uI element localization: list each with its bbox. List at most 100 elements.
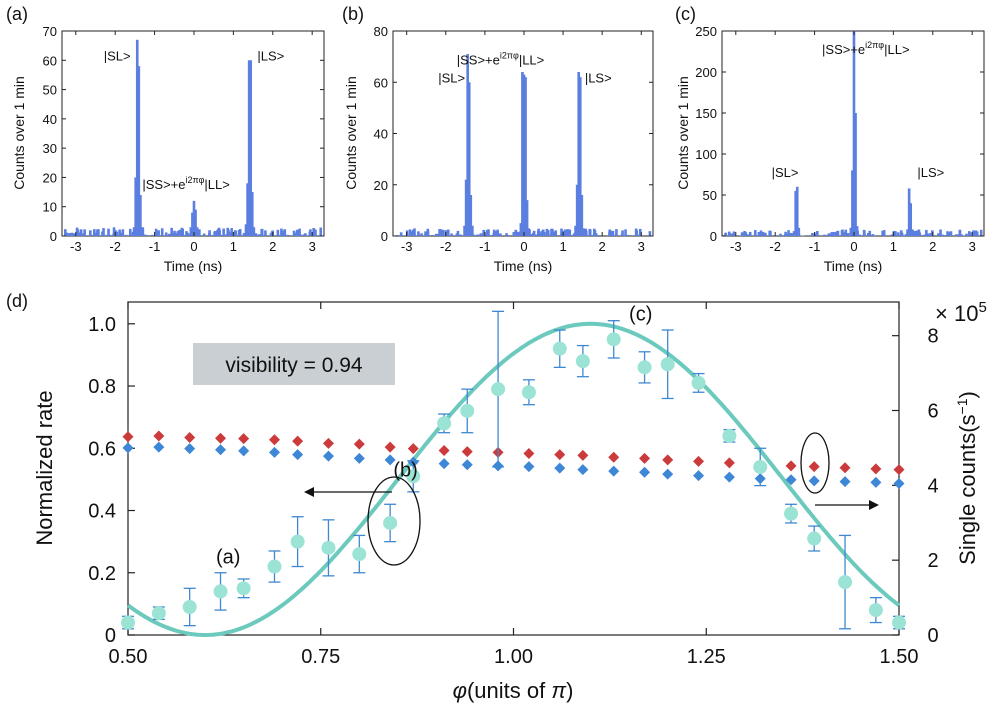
- panel-b-noise-bar: [450, 233, 453, 236]
- panel-d-series: [121, 310, 906, 630]
- panel-b-noise-bar: [424, 231, 427, 236]
- x-axis-phi: φ: [453, 678, 467, 703]
- panel-d-annotation: (a): [216, 546, 240, 568]
- blue-diamond-point: [870, 476, 882, 488]
- panel-c-noise-bar: [939, 229, 942, 236]
- panel-c-noise-bar: [925, 229, 928, 236]
- panel-a-noise-bar: [76, 229, 80, 236]
- red-diamond-point: [608, 451, 620, 463]
- panel-b-noise-bar: [490, 234, 494, 236]
- panel-c-peak2-bar: [909, 203, 913, 236]
- panel-d-y-tick-label: 0.6: [88, 438, 116, 460]
- blue-diamond-point: [785, 474, 797, 486]
- panel-a-noise-bar: [264, 230, 267, 236]
- panel-a-noise-bar: [150, 234, 154, 236]
- panel-b-noise-bar: [566, 229, 570, 236]
- blue-diamond-point: [153, 441, 165, 453]
- panel-b-y-axis-label: Counts over 1 min: [343, 76, 359, 190]
- panel-d-y-tick-label: 0.2: [88, 563, 116, 585]
- red-diamond-point: [292, 435, 304, 447]
- panel-a-noise-bar: [83, 229, 86, 236]
- panel-a-noise-bar: [188, 233, 191, 236]
- panel-b-ticks: -3 -2 -1 0 1 2 3 0 20 40 60 80: [374, 24, 653, 254]
- rate-data-point: [691, 375, 706, 390]
- panel-c-noise-bar: [872, 235, 876, 236]
- panel-c-noise-bar: [973, 230, 976, 236]
- panel-c-noise-bar: [740, 232, 744, 236]
- peak-label-tail: |LL>: [884, 42, 909, 57]
- panel-a-peak2-bar: [249, 60, 253, 237]
- panel-b-noise-bar: [608, 232, 611, 236]
- panel-b-noise-bar: [436, 233, 440, 236]
- panel-b-noise-bar: [408, 229, 412, 236]
- peak-label-tail: |LL>: [204, 177, 229, 192]
- panel-b-noise-bar: [554, 234, 558, 236]
- panel-c-x-tick-label: -1: [809, 239, 821, 254]
- panel-a-noise-bar: [89, 230, 92, 236]
- panel-c-noise-bar: [913, 230, 917, 236]
- rate-data-point: [213, 584, 228, 599]
- rate-data-point: [151, 606, 166, 621]
- panel-b-noise-bar: [559, 233, 563, 236]
- panel-a-peak1-bar: [194, 209, 197, 236]
- panel-a-noise-bar: [215, 231, 218, 236]
- panel-a-noise-bar: [225, 234, 228, 236]
- visibility-box: [193, 343, 395, 385]
- red-diamond-point: [407, 443, 419, 455]
- panel-c-x-tick-label: -3: [730, 239, 742, 254]
- panel-b-x-tick-label: 3: [638, 239, 645, 254]
- panel-a-noise-bar: [309, 229, 312, 236]
- panel-c-peak2-bar: [910, 229, 914, 236]
- panel-c-noise-bar: [946, 231, 949, 236]
- panel-d-y-tick-label: 0.8: [88, 376, 116, 398]
- panel-b-noise-bar: [516, 233, 519, 236]
- panel-d-right-y-tick-label: 6: [927, 401, 938, 423]
- panel-b-noise-bar: [479, 233, 483, 236]
- panel-b-letter: (b): [342, 4, 364, 24]
- panel-b-peak-label: |SS>+ei2πφ|LL>: [457, 50, 545, 67]
- panel-b-noise-bar: [506, 234, 510, 236]
- blue-diamond-point: [808, 475, 820, 487]
- panel-b-peak1-bar: [525, 200, 529, 236]
- right-y-axis-close: ): [955, 391, 980, 398]
- panel-a-peak-label: |LS>: [257, 48, 284, 63]
- panel-a-y-tick-label: 60: [43, 53, 57, 68]
- blue-diamond-point: [639, 466, 651, 478]
- red-diamond-point: [693, 455, 705, 467]
- panel-c-noise-bar: [975, 231, 979, 236]
- panel-a-noise-bar: [80, 233, 84, 236]
- panel-a-noise-bar: [102, 228, 105, 236]
- rate-data-point: [753, 459, 768, 474]
- peak-label-sup: i2πφ: [500, 50, 519, 60]
- panel-c-noise-bar: [915, 230, 919, 236]
- red-diamond-point: [184, 431, 196, 443]
- panel-a-letter: (a): [6, 4, 28, 24]
- panel-a-noise-bar: [105, 234, 109, 236]
- rate-data-point: [352, 547, 367, 562]
- panel-c-noise-bar: [923, 234, 927, 236]
- panel-a-noise-bar: [208, 230, 211, 236]
- panel-a-x-tick-label: -3: [70, 239, 82, 254]
- red-diamond-point: [322, 437, 334, 449]
- panel-b-noise-bar: [560, 228, 563, 236]
- panel-c-noise-bar: [787, 230, 790, 236]
- panel-c-noise-bar: [810, 234, 814, 236]
- panel-a-noise-bar: [295, 229, 299, 236]
- panel-a-noise-bar: [79, 229, 83, 236]
- fit-curve: [126, 321, 901, 638]
- x-axis-pi: π: [551, 678, 567, 703]
- panel-b-peak2-bar: [577, 72, 581, 236]
- panel-c-noise-bar: [929, 232, 933, 236]
- panel-c-noise-bar: [768, 234, 772, 236]
- arrow-right-head: [869, 500, 879, 510]
- panel-b-noise-bar: [476, 234, 479, 236]
- panel-b-noise-bar: [440, 229, 443, 236]
- panel-b-peak0-bar: [469, 195, 473, 236]
- panel-b-noise-bar: [430, 234, 434, 236]
- blue-diamond-point: [438, 458, 450, 470]
- panel-c-y-tick-label: 0: [710, 229, 717, 244]
- panel-c-y-tick-label: 50: [703, 188, 717, 203]
- panel-c: -3 -2 -1 0 1 2 3 0 50 100 150 200 250 |SS>+ei2πφ|LL>…: [675, 24, 985, 274]
- panel-d-y-tick-label: 0.4: [88, 501, 116, 523]
